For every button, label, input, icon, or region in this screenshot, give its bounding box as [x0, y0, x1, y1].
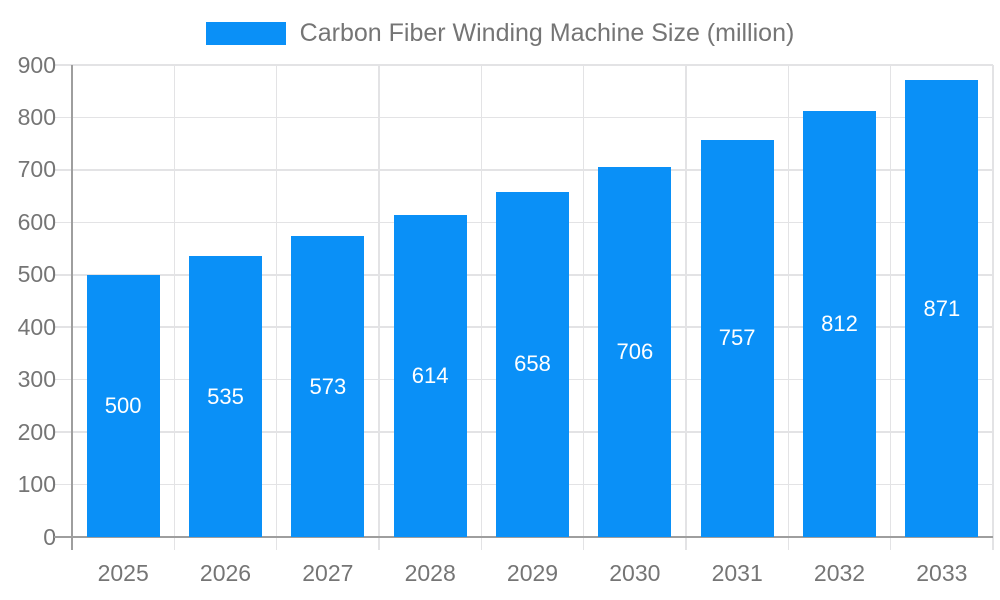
bar-value-label: 614 [411, 362, 449, 388]
bar [905, 80, 979, 537]
v-gridline [992, 65, 994, 550]
v-gridline [787, 65, 790, 550]
v-gridline [480, 65, 483, 550]
x-axis-tick-label: 2027 [302, 560, 354, 586]
x-axis-tick-label: 2029 [506, 560, 559, 586]
y-axis-line [71, 65, 73, 550]
y-axis-tick-label: 0 [43, 523, 56, 550]
legend-label: Carbon Fiber Winding Machine Size (milli… [299, 19, 795, 47]
x-axis-tick-label: 2026 [199, 560, 252, 586]
bar-value-label: 757 [718, 325, 756, 351]
y-axis-tick-label: 700 [17, 156, 56, 183]
y-axis-tick-label: 600 [17, 208, 56, 235]
x-axis-line [54, 536, 993, 538]
bar [86, 274, 160, 537]
legend-swatch [205, 22, 286, 45]
bar-value-label: 812 [821, 311, 858, 337]
h-gridline [54, 64, 993, 66]
v-gridline [275, 65, 278, 550]
x-axis-tick-label: 2032 [813, 560, 866, 586]
x-axis-tick-label: 2033 [916, 560, 968, 586]
x-axis-tick-label: 2030 [609, 560, 661, 586]
v-gridline [889, 65, 892, 550]
y-axis-tick-label: 900 [17, 51, 56, 78]
y-axis-tick-label: 100 [17, 471, 56, 498]
bar-value-label: 573 [309, 373, 347, 399]
chart-legend: Carbon Fiber Winding Machine Size (milli… [0, 21, 1000, 46]
y-axis-tick-label: 800 [17, 103, 56, 130]
v-gridline [685, 65, 687, 550]
y-axis-tick-label: 300 [17, 366, 56, 393]
bar [496, 191, 569, 537]
bar-value-label: 871 [923, 295, 961, 321]
y-axis-tick-label: 200 [17, 418, 56, 445]
bar-value-label: 706 [616, 338, 654, 364]
v-gridline [173, 65, 176, 550]
v-gridline [582, 65, 585, 550]
bar-value-label: 535 [207, 383, 244, 409]
v-gridline [378, 65, 380, 550]
x-axis-tick-label: 2031 [711, 560, 763, 586]
h-gridline [54, 169, 993, 171]
h-gridline [54, 116, 993, 119]
bar-value-label: 500 [104, 392, 142, 418]
x-axis-tick-label: 2028 [404, 560, 456, 586]
bar [291, 236, 365, 537]
y-axis-tick-label: 400 [17, 313, 56, 340]
bar [189, 256, 262, 537]
bar [598, 166, 672, 537]
bar [803, 111, 876, 537]
bar [700, 139, 774, 537]
bar-value-label: 658 [514, 351, 551, 377]
bar [393, 214, 467, 537]
y-axis-tick-label: 500 [17, 261, 56, 288]
x-axis-tick-label: 2025 [97, 560, 149, 586]
